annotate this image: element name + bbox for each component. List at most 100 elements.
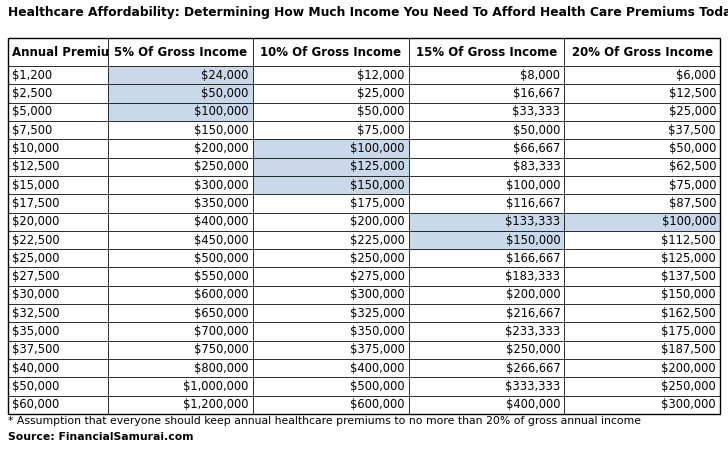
Text: $375,000: $375,000 (349, 344, 405, 356)
Bar (564, 103, 720, 121)
Bar (564, 231, 720, 249)
Text: $300,000: $300,000 (194, 179, 249, 191)
Text: $16,667: $16,667 (513, 87, 561, 100)
Text: 15% Of Gross Income: 15% Of Gross Income (416, 45, 557, 59)
Text: $150,000: $150,000 (661, 289, 716, 301)
Bar (564, 359, 720, 377)
Bar (253, 213, 408, 231)
Text: Healthcare Affordability: Determining How Much Income You Need To Afford Health : Healthcare Affordability: Determining Ho… (8, 6, 728, 19)
Text: $500,000: $500,000 (350, 380, 405, 393)
Bar (408, 213, 564, 231)
Bar (108, 213, 253, 231)
Text: $400,000: $400,000 (194, 215, 249, 228)
Bar (8, 139, 108, 158)
Text: $550,000: $550,000 (194, 270, 249, 283)
Text: $1,200: $1,200 (12, 69, 52, 82)
Text: $233,333: $233,333 (505, 325, 561, 338)
Text: $35,000: $35,000 (12, 325, 60, 338)
Bar (253, 103, 408, 121)
Text: $100,000: $100,000 (506, 179, 561, 191)
Text: $50,000: $50,000 (668, 142, 716, 155)
Text: $37,500: $37,500 (12, 344, 60, 356)
Text: $60,000: $60,000 (12, 398, 59, 411)
Bar (408, 103, 564, 121)
Bar (108, 267, 253, 286)
Bar (108, 103, 253, 121)
Bar (408, 84, 564, 103)
Bar (253, 84, 408, 103)
Text: $1,000,000: $1,000,000 (183, 380, 249, 393)
Bar (253, 121, 408, 139)
Bar (8, 322, 108, 341)
Bar (564, 377, 720, 396)
Bar (108, 38, 253, 66)
Bar (408, 38, 564, 66)
Text: $6,000: $6,000 (676, 69, 716, 82)
Bar (408, 194, 564, 213)
Text: $25,000: $25,000 (12, 252, 60, 265)
Bar (564, 158, 720, 176)
Bar (8, 66, 108, 84)
Bar (8, 304, 108, 322)
Text: $25,000: $25,000 (668, 105, 716, 118)
Text: $22,500: $22,500 (12, 234, 60, 246)
Bar (253, 377, 408, 396)
Bar (564, 304, 720, 322)
Bar (408, 304, 564, 322)
Bar (564, 194, 720, 213)
Bar (408, 267, 564, 286)
Text: $10,000: $10,000 (12, 142, 59, 155)
Text: $750,000: $750,000 (194, 344, 249, 356)
Bar (108, 286, 253, 304)
Text: Annual Premium: Annual Premium (12, 45, 122, 59)
Bar (253, 231, 408, 249)
Bar (108, 396, 253, 414)
Text: $133,333: $133,333 (505, 215, 561, 228)
Text: $250,000: $250,000 (661, 380, 716, 393)
Text: $150,000: $150,000 (350, 179, 405, 191)
Text: $40,000: $40,000 (12, 362, 59, 375)
Bar (253, 267, 408, 286)
Text: $137,500: $137,500 (661, 270, 716, 283)
Text: $450,000: $450,000 (194, 234, 249, 246)
Bar (564, 66, 720, 84)
Text: $325,000: $325,000 (349, 307, 405, 320)
Bar (8, 377, 108, 396)
Text: $333,333: $333,333 (505, 380, 561, 393)
Bar (408, 139, 564, 158)
Bar (108, 139, 253, 158)
Text: $75,000: $75,000 (357, 124, 405, 136)
Text: $175,000: $175,000 (661, 325, 716, 338)
Bar (8, 38, 108, 66)
Bar (8, 176, 108, 194)
Bar (564, 341, 720, 359)
Text: $200,000: $200,000 (350, 215, 405, 228)
Text: $75,000: $75,000 (668, 179, 716, 191)
Bar (408, 176, 564, 194)
Bar (564, 249, 720, 267)
Text: $24,000: $24,000 (202, 69, 249, 82)
Text: $250,000: $250,000 (349, 252, 405, 265)
Bar (253, 304, 408, 322)
Bar (564, 286, 720, 304)
Text: $125,000: $125,000 (349, 160, 405, 173)
Text: $162,500: $162,500 (661, 307, 716, 320)
Text: $125,000: $125,000 (661, 252, 716, 265)
Text: $1,200,000: $1,200,000 (183, 398, 249, 411)
Text: $15,000: $15,000 (12, 179, 60, 191)
Text: $175,000: $175,000 (349, 197, 405, 210)
Bar (108, 304, 253, 322)
Text: 10% Of Gross Income: 10% Of Gross Income (260, 45, 401, 59)
Text: $100,000: $100,000 (350, 142, 405, 155)
Text: 20% Of Gross Income: 20% Of Gross Income (571, 45, 713, 59)
Text: $66,667: $66,667 (513, 142, 561, 155)
Bar (253, 38, 408, 66)
Bar (253, 359, 408, 377)
Bar (253, 139, 408, 158)
Text: $112,500: $112,500 (661, 234, 716, 246)
Text: $200,000: $200,000 (506, 289, 561, 301)
Bar (564, 396, 720, 414)
Text: $250,000: $250,000 (194, 160, 249, 173)
Text: $600,000: $600,000 (194, 289, 249, 301)
Text: * Assumption that everyone should keep annual healthcare premiums to no more tha: * Assumption that everyone should keep a… (8, 416, 641, 426)
